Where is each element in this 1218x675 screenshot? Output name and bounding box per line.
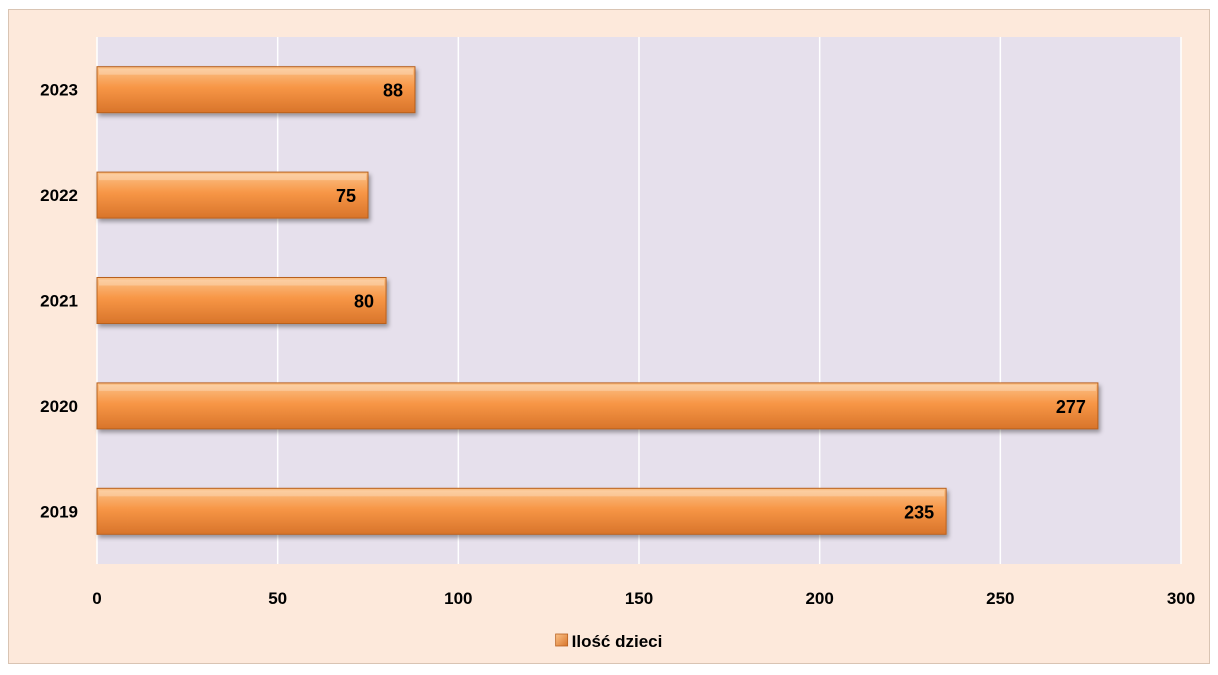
- bar-highlight-2022: [99, 174, 366, 181]
- x-tick-label: 200: [805, 589, 833, 608]
- data-label-2021: 80: [354, 292, 374, 312]
- gridlines: [96, 37, 1182, 564]
- y-tick-label-2023: 2023: [40, 81, 78, 100]
- y-tick-label-2020: 2020: [40, 397, 78, 416]
- x-tick-label: 300: [1167, 589, 1195, 608]
- x-tick-label: 250: [986, 589, 1014, 608]
- data-label-2022: 75: [336, 186, 356, 206]
- bar-2022: [96, 171, 369, 219]
- x-axis-tick-labels: 0 50 100 150 200 250 300: [92, 589, 1195, 608]
- bar-highlight-2020: [99, 384, 1096, 391]
- bar-highlight-2021: [99, 279, 385, 286]
- bar-2021: [96, 277, 387, 324]
- chart-container: 235 277 80 75 88 2019 2020 2021 2022 2023 0 50 100…: [8, 9, 1210, 664]
- x-tick-label: 100: [444, 589, 472, 608]
- bar-highlight-2019: [99, 490, 945, 497]
- data-label-2019: 235: [904, 502, 934, 522]
- legend-swatch: [555, 633, 569, 647]
- x-tick-label: 0: [92, 589, 101, 608]
- bar-highlight-2023: [99, 68, 413, 75]
- data-label-2020: 277: [1056, 397, 1086, 417]
- legend: Ilość dzieci: [555, 632, 663, 651]
- data-label-2023: 88: [383, 81, 403, 101]
- bars: 235 277 80 75 88: [96, 66, 1099, 535]
- x-tick-label: 50: [268, 589, 287, 608]
- legend-label: Ilość dzieci: [572, 632, 663, 651]
- bar-2019: [96, 487, 947, 535]
- x-tick-label: 150: [625, 589, 653, 608]
- y-tick-label-2022: 2022: [40, 186, 78, 205]
- y-axis-tick-labels: 2019 2020 2021 2022 2023: [40, 81, 78, 522]
- y-tick-label-2021: 2021: [40, 292, 78, 311]
- bar-2020: [96, 382, 1099, 430]
- y-tick-label-2019: 2019: [40, 502, 78, 521]
- bar-2023: [96, 66, 416, 114]
- horizontal-bar-chart: 235 277 80 75 88 2019 2020 2021 2022 2023 0 50 100…: [8, 9, 1210, 664]
